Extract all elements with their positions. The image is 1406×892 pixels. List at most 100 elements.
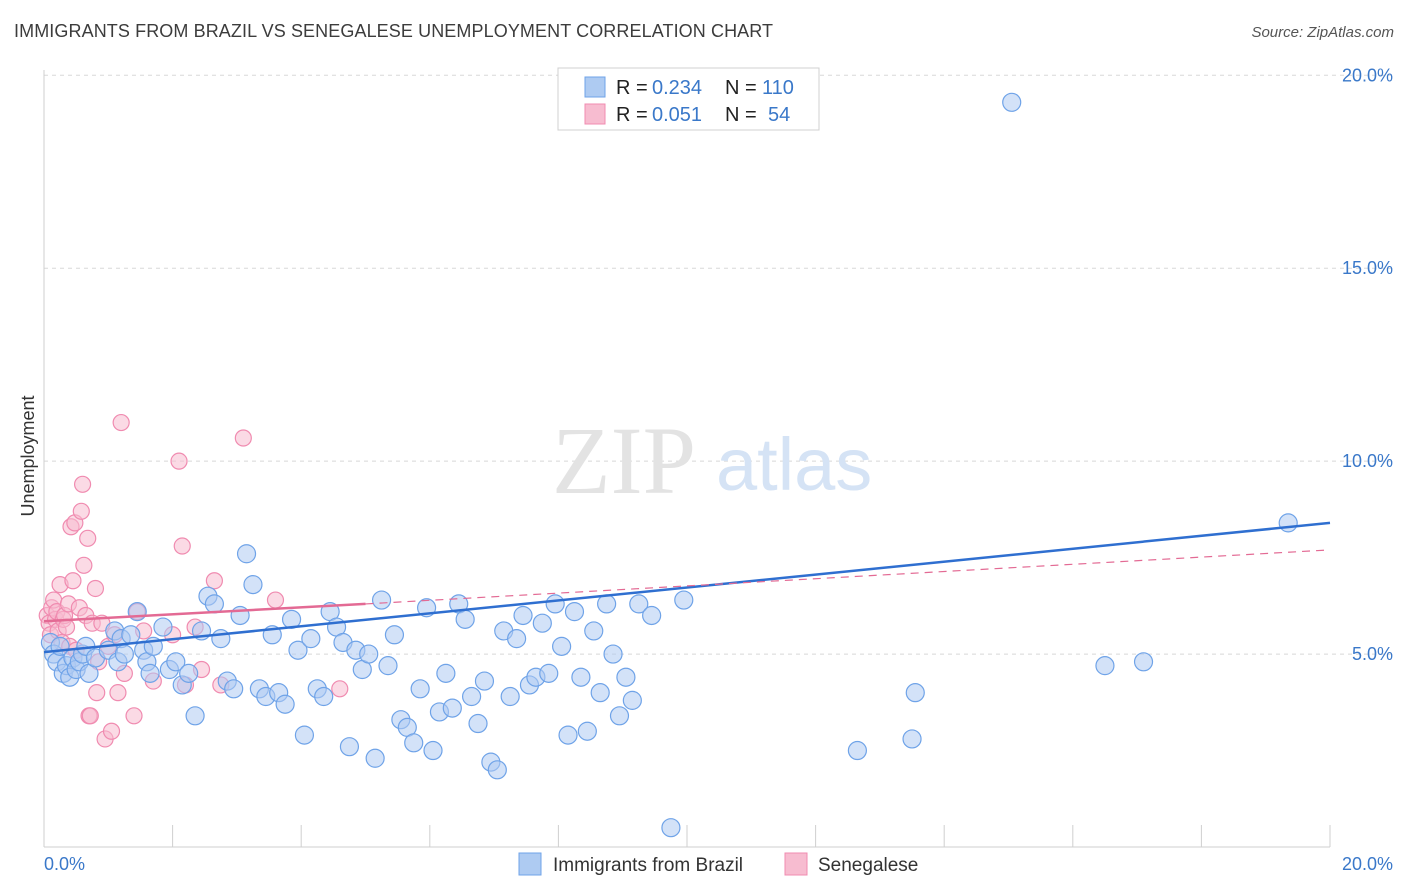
brazil-point-100: [642, 605, 662, 626]
brazil-point-70: [442, 698, 462, 718]
brazil-point-96: [609, 706, 630, 726]
brazil-point-30: [185, 706, 205, 726]
brazil-point-79: [500, 686, 520, 707]
y-tick-label-3: 20.0%: [1342, 65, 1393, 85]
brazil-point-91: [577, 721, 597, 741]
brazil-trend-line: [43, 521, 1331, 654]
y-tick-label-0: 5.0%: [1352, 644, 1393, 664]
senegal-point-43: [170, 452, 188, 470]
brazil-point-48: [301, 629, 321, 649]
legend: R = 0.234 N = 110 R = 0.051 N = 54: [557, 67, 820, 131]
data-points: [38, 92, 1298, 838]
brazil-point-39: [243, 575, 263, 595]
brazil-point-105: [1002, 92, 1022, 112]
brazil-point-54: [339, 737, 360, 757]
brazil-point-85: [539, 663, 559, 683]
brazil-point-36: [224, 679, 244, 699]
senegal-point-24: [79, 529, 97, 547]
brazil-point-27: [166, 652, 186, 672]
senegal-point-21: [73, 475, 92, 493]
brazil-point-80: [507, 629, 527, 649]
brazil-point-84: [532, 613, 552, 633]
brazil-point-108: [1278, 513, 1298, 533]
y-tick-label-2: 15.0%: [1342, 258, 1393, 278]
legend-n-value-brazil: 110: [762, 77, 794, 99]
legend-n-label-brazil: N =: [725, 77, 757, 99]
grid-lines: [44, 74, 1393, 655]
brazil-point-92: [584, 621, 604, 641]
bottom-legend-label-senegal: Senegalese: [818, 855, 918, 876]
brazil-point-89: [564, 602, 585, 622]
brazil-point-72: [455, 609, 475, 629]
brazil-point-94: [597, 594, 617, 614]
brazil-point-109: [847, 740, 867, 761]
chart-source: Source: ZipAtlas.com: [1251, 24, 1394, 41]
y-axis-title: Unemployment: [18, 395, 38, 516]
watermark-zip: ZIP: [552, 407, 696, 514]
brazil-point-61: [384, 625, 405, 645]
senegal-point-29: [88, 684, 106, 702]
bottom-legend-label-brazil: Immigrants from Brazil: [553, 855, 743, 876]
brazil-point-44: [275, 694, 295, 714]
senegal-point-50: [234, 429, 252, 447]
brazil-point-23: [140, 663, 160, 683]
brazil-point-46: [288, 640, 308, 660]
legend-r-value-senegal: 0.051: [652, 104, 702, 126]
legend-r-label-brazil: R =: [616, 77, 648, 99]
brazil-point-103: [902, 729, 922, 749]
brazil-point-88: [558, 725, 578, 745]
legend-swatch-senegal: [584, 103, 606, 125]
senegal-point-16: [64, 572, 82, 590]
x-tick-label-max: 20.0%: [1342, 854, 1393, 874]
bottom-legend: Immigrants from Brazil Senegalese: [518, 852, 918, 876]
brazil-point-77: [487, 760, 507, 780]
x-tick-label-min: 0.0%: [44, 854, 85, 874]
brazil-point-67: [423, 740, 443, 761]
brazil-point-60: [378, 656, 398, 676]
brazil-point-104: [905, 683, 925, 703]
senegal-trend-line: [43, 602, 366, 623]
brazil-point-18: [114, 644, 134, 664]
brazil-point-64: [404, 733, 424, 753]
brazil-point-87: [552, 636, 572, 656]
legend-swatch-brazil: [584, 76, 606, 98]
brazil-point-65: [410, 679, 430, 699]
brazil-point-99: [629, 594, 649, 614]
brazil-point-50: [314, 686, 334, 707]
x-tick-labels: 0.0% 20.0%: [44, 854, 1393, 874]
brazil-point-33: [204, 594, 224, 614]
senegal-point-48: [205, 572, 223, 590]
brazil-point-86: [545, 594, 565, 614]
watermark: ZIP atlas: [552, 407, 872, 514]
brazil-point-107: [1133, 652, 1154, 672]
brazil-point-73: [461, 686, 482, 707]
trend-lines: [43, 521, 1331, 654]
brazil-point-98: [622, 690, 642, 710]
senegal-point-22: [75, 556, 93, 574]
senegal-point-26: [81, 707, 99, 725]
brazil-point-57: [359, 644, 379, 664]
senegal-trend-extension: [365, 549, 1331, 605]
brazil-point-90: [571, 667, 591, 687]
senegal-point-20: [72, 502, 90, 520]
senegal-point-28: [86, 579, 105, 598]
brazil-point-74: [468, 713, 488, 734]
brazil-point-101: [661, 818, 681, 838]
senegal-point-34: [102, 722, 121, 740]
senegal-point-37: [112, 413, 130, 432]
brazil-point-29: [179, 663, 199, 683]
brazil-point-69: [436, 663, 456, 683]
legend-n-label-senegal: N =: [725, 104, 757, 126]
senegal-point-51: [266, 591, 285, 609]
senegal-point-52: [331, 680, 349, 698]
axes: [43, 70, 1331, 848]
brazil-point-25: [153, 617, 173, 637]
senegal-point-39: [125, 707, 143, 725]
brazil-point-75: [474, 671, 495, 691]
brazil-point-59: [371, 590, 392, 610]
brazil-point-20: [127, 602, 147, 622]
senegal-point-44: [173, 537, 191, 555]
brazil-point-58: [365, 748, 385, 768]
brazil-point-81: [513, 605, 533, 626]
